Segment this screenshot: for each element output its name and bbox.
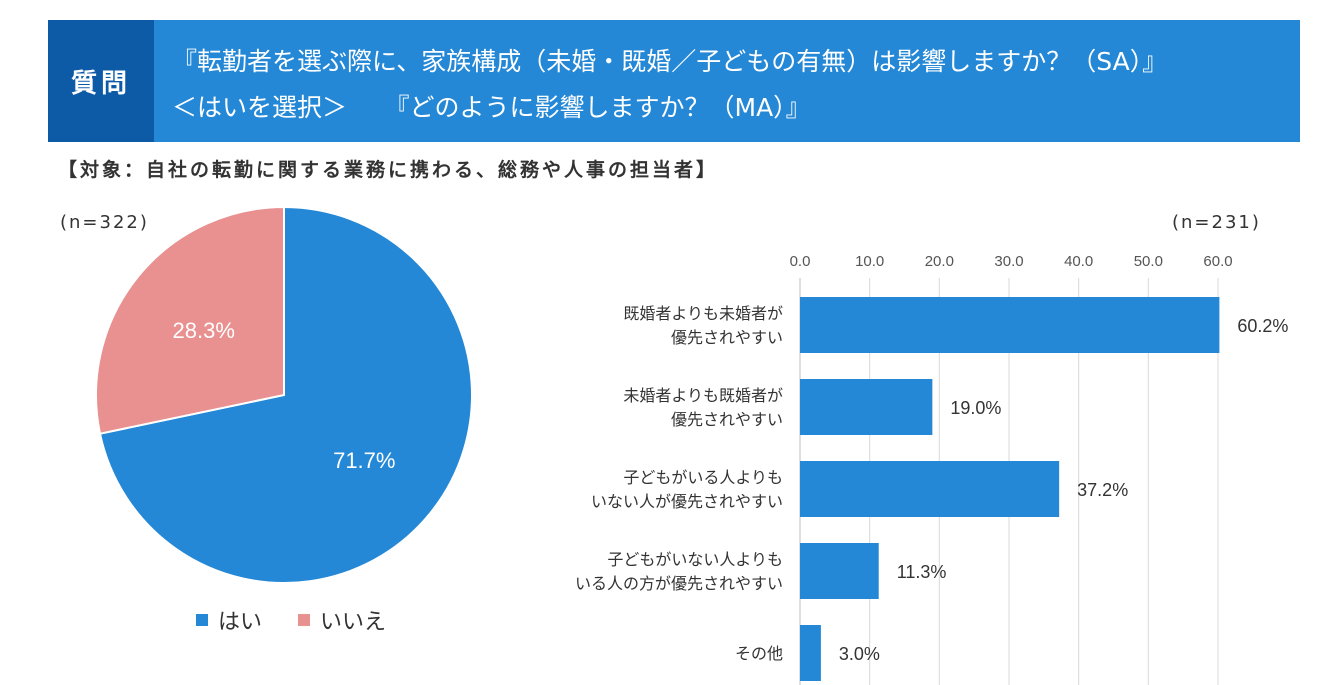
x-tick-label: 30.0 [994, 253, 1023, 270]
bar [800, 461, 1060, 517]
category-label: 子どもがいない人よりも [607, 550, 783, 569]
pie-sample-size: (n=322) [60, 212, 149, 233]
pie-slice [98, 205, 473, 584]
category-label: 優先されやすい [671, 410, 783, 429]
x-tick-label: 0.0 [790, 253, 811, 270]
legend-swatch-no [298, 614, 311, 626]
category-label: 未婚者よりも既婚者が [623, 386, 783, 405]
bar-sample-size: (n=231) [1172, 212, 1261, 233]
x-tick-label: 20.0 [925, 253, 954, 270]
category-label: いる人の方が優先されやすい [575, 574, 783, 593]
bar-value-label: 37.2% [1077, 480, 1128, 500]
category-label: いない人が優先されやすい [591, 492, 783, 511]
bar [800, 297, 1220, 353]
question-line-2: ＜はいを選択＞ 『どのように影響しますか？（MA）』 [172, 93, 811, 122]
bar [800, 379, 933, 435]
x-tick-label: 40.0 [1064, 253, 1093, 270]
legend-label-no: いいえ [320, 610, 387, 635]
pie-slice-label: 71.7% [333, 448, 395, 473]
category-label: 既婚者よりも未婚者が [623, 304, 783, 323]
category-label: 優先されやすい [671, 328, 783, 347]
bar [800, 625, 821, 681]
pie-slice-label: 28.3% [173, 318, 235, 343]
x-tick-label: 10.0 [855, 253, 884, 270]
x-tick-label: 50.0 [1134, 253, 1163, 270]
question-banner: 質問 『転勤者を選ぶ際に、家族構成（未婚・既婚／子どもの有無）は影響しますか？（… [48, 20, 1300, 142]
x-tick-label: 60.0 [1203, 253, 1232, 270]
category-label: その他 [735, 644, 783, 663]
category-label: 子どもがいる人よりも [623, 468, 783, 487]
question-line-1: 『転勤者を選ぶ際に、家族構成（未婚・既婚／子どもの有無）は影響しますか？（SA）… [172, 47, 1168, 76]
survey-subject: 【対象：自社の転勤に関する業務に携わる、総務や人事の担当者】 [58, 159, 719, 181]
pie-slice [95, 205, 285, 435]
legend-swatch-yes [196, 614, 208, 626]
bar-value-label: 3.0% [839, 644, 880, 664]
legend-label-yes: はい [218, 610, 263, 635]
bar-value-label: 19.0% [950, 398, 1001, 418]
bar-value-label: 11.3% [897, 562, 947, 582]
question-tag: 質問 [48, 20, 154, 142]
bar-value-label: 60.2% [1237, 316, 1288, 336]
bar [800, 543, 879, 599]
pie-legend: はい いいえ [196, 604, 386, 636]
